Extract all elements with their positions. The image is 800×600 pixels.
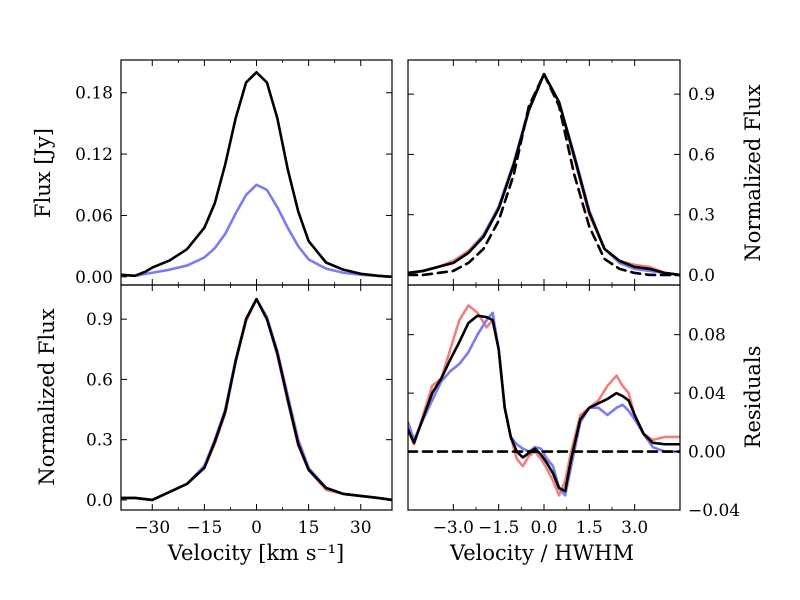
- y-tick-label: 0.6: [86, 370, 113, 390]
- x-tick-label: 30: [350, 518, 372, 538]
- series-line-red: [408, 304, 680, 497]
- x-tick-label: −15: [186, 518, 222, 538]
- y-tick-label: 0.0: [688, 266, 715, 286]
- y-tick-label: 0.6: [688, 145, 715, 165]
- y-tick-label: 0.3: [86, 431, 113, 451]
- series-line-red: [121, 297, 392, 502]
- series-group: [408, 304, 680, 497]
- x-tick-label: 15: [298, 518, 320, 538]
- series-line-black: [408, 72, 680, 277]
- panel-top-left: 0.00 0.06 0.12 0.18: [75, 59, 393, 288]
- y-tick-label: 0.9: [688, 85, 715, 105]
- x-tick-label: 0.0: [530, 518, 557, 538]
- series-line-blue: [408, 311, 680, 497]
- axes-frame: [120, 59, 393, 286]
- axes-frame: [407, 284, 681, 511]
- series-group: [121, 70, 392, 279]
- y-tick-label: 0.12: [75, 145, 113, 165]
- series-group: [408, 72, 680, 277]
- series-line-blue: [121, 297, 392, 502]
- x-tick-label: −30: [134, 518, 170, 538]
- series-line-blue: [408, 72, 680, 277]
- series-group: [121, 297, 392, 502]
- series-line-black: [121, 70, 392, 279]
- y-tick-label: 0.3: [688, 206, 715, 226]
- x-tick-label: −3.0: [433, 518, 474, 538]
- panel-bottom-left: −30 −15 0 15 30 0.0 0.3 0.6 0.9: [86, 284, 393, 538]
- x-tick-label: 1.5: [576, 518, 603, 538]
- series-line-blue: [121, 183, 392, 279]
- y-tick-label: 0.04: [688, 384, 726, 404]
- y-tick-label: 0.00: [75, 268, 113, 288]
- x-tick-label: 3.0: [621, 518, 648, 538]
- y-tick-label: 0.08: [688, 326, 726, 346]
- panel-top-right: 0.0 0.3 0.6 0.9: [407, 59, 715, 286]
- ylabel-top-left: Flux [Jy]: [31, 128, 55, 218]
- ylabel-bottom-right: Residuals: [741, 346, 765, 449]
- axes-frame: [407, 59, 681, 286]
- xlabel-left: Velocity [km s⁻¹]: [167, 541, 344, 565]
- series-line-black: [121, 297, 392, 502]
- y-tick-label: 0.06: [75, 206, 113, 226]
- series-line-red: [408, 72, 680, 277]
- y-tick-label: 0.18: [75, 84, 113, 104]
- y-tick-label: 0.0: [86, 491, 113, 511]
- x-tick-label: 0: [251, 518, 262, 538]
- y-tick-label: −0.04: [688, 501, 740, 521]
- panel-bottom-right: −3.0 −1.5 0.0 1.5 3.0 −0.04 0.00 0.04 0.08: [407, 284, 740, 538]
- y-tick-label: 0.00: [688, 443, 726, 463]
- ylabel-bottom-left: Normalized Flux: [35, 308, 59, 485]
- xlabel-right: Velocity / HWHM: [449, 541, 634, 565]
- series-line-gaussian: [408, 72, 680, 277]
- ylabel-top-right: Normalized Flux: [741, 84, 765, 261]
- axes-frame: [120, 284, 393, 511]
- x-tick-label: −1.5: [478, 518, 519, 538]
- y-tick-label: 0.9: [86, 310, 113, 330]
